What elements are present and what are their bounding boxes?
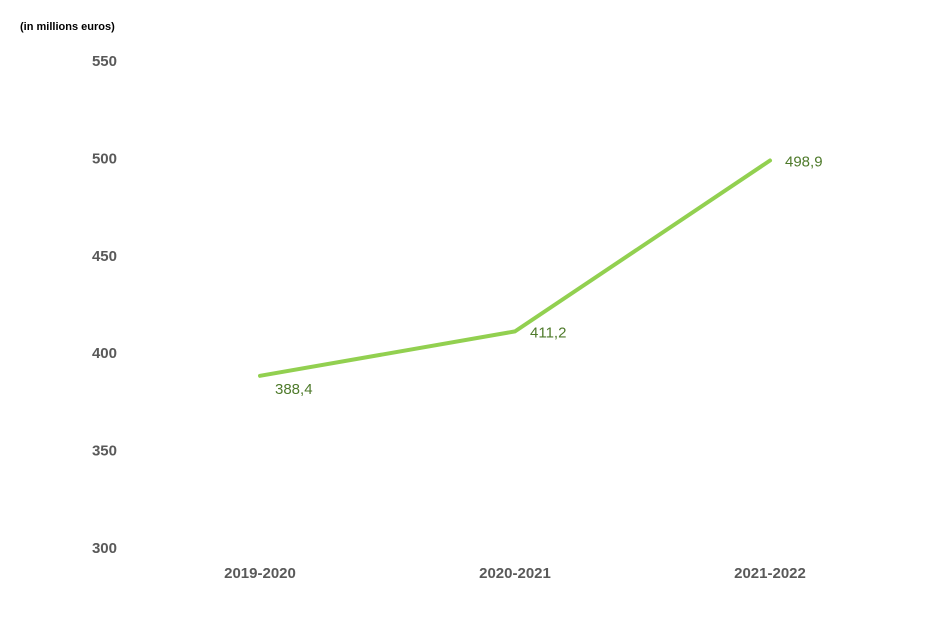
x-tick-label: 2021-2022 <box>734 565 806 582</box>
data-label: 498,9 <box>785 154 823 171</box>
y-tick-label: 400 <box>92 345 117 362</box>
data-labels: 388,4 411,2 498,9 <box>275 154 823 398</box>
unit-label: (in millions euros) <box>20 21 115 33</box>
y-tick-label: 500 <box>92 150 117 167</box>
y-axis-ticks: 550 500 450 400 350 300 <box>92 53 117 557</box>
data-label: 411,2 <box>530 324 566 341</box>
data-label: 388,4 <box>275 381 313 398</box>
x-tick-label: 2020-2021 <box>479 565 551 582</box>
y-tick-label: 550 <box>92 53 117 70</box>
y-tick-label: 450 <box>92 248 117 265</box>
y-tick-label: 300 <box>92 540 117 557</box>
y-tick-label: 350 <box>92 443 117 460</box>
x-axis-ticks: 2019-2020 2020-2021 2021-2022 <box>224 565 806 582</box>
series-line <box>258 158 772 378</box>
x-tick-label: 2019-2020 <box>224 565 296 582</box>
